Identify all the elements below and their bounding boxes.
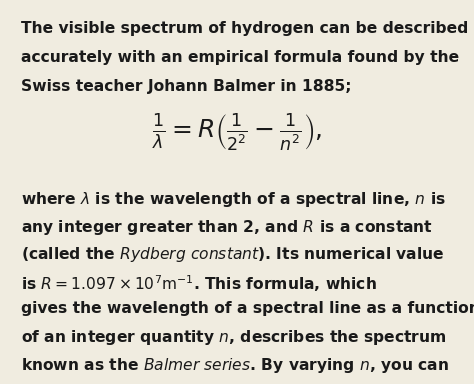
Text: The visible spectrum of hydrogen can be described: The visible spectrum of hydrogen can be …	[21, 21, 469, 36]
Text: known as the $\it{Balmer\ series}$. By varying $n$, you can: known as the $\it{Balmer\ series}$. By v…	[21, 356, 449, 375]
Text: $\frac{1}{\lambda} = R\left(\frac{1}{2^2} - \frac{1}{n^2}\right),$: $\frac{1}{\lambda} = R\left(\frac{1}{2^2…	[152, 112, 322, 153]
Text: Swiss teacher Johann Balmer in 1885;: Swiss teacher Johann Balmer in 1885;	[21, 79, 352, 94]
Text: is $R = 1.097 \times 10^7\mathrm{m}^{-1}$. This formula, which: is $R = 1.097 \times 10^7\mathrm{m}^{-1}…	[21, 273, 377, 294]
Text: accurately with an empirical formula found by the: accurately with an empirical formula fou…	[21, 50, 459, 65]
Text: where $\lambda$ is the wavelength of a spectral line, $n$ is: where $\lambda$ is the wavelength of a s…	[21, 190, 446, 209]
Text: gives the wavelength of a spectral line as a function: gives the wavelength of a spectral line …	[21, 301, 474, 316]
Text: (called the $\it{Rydberg\ constant}$). Its numerical value: (called the $\it{Rydberg\ constant}$). I…	[21, 245, 445, 264]
Text: any integer greater than 2, and $R$ is a constant: any integer greater than 2, and $R$ is a…	[21, 218, 433, 237]
Text: of an integer quantity $n$, describes the spectrum: of an integer quantity $n$, describes th…	[21, 328, 447, 347]
